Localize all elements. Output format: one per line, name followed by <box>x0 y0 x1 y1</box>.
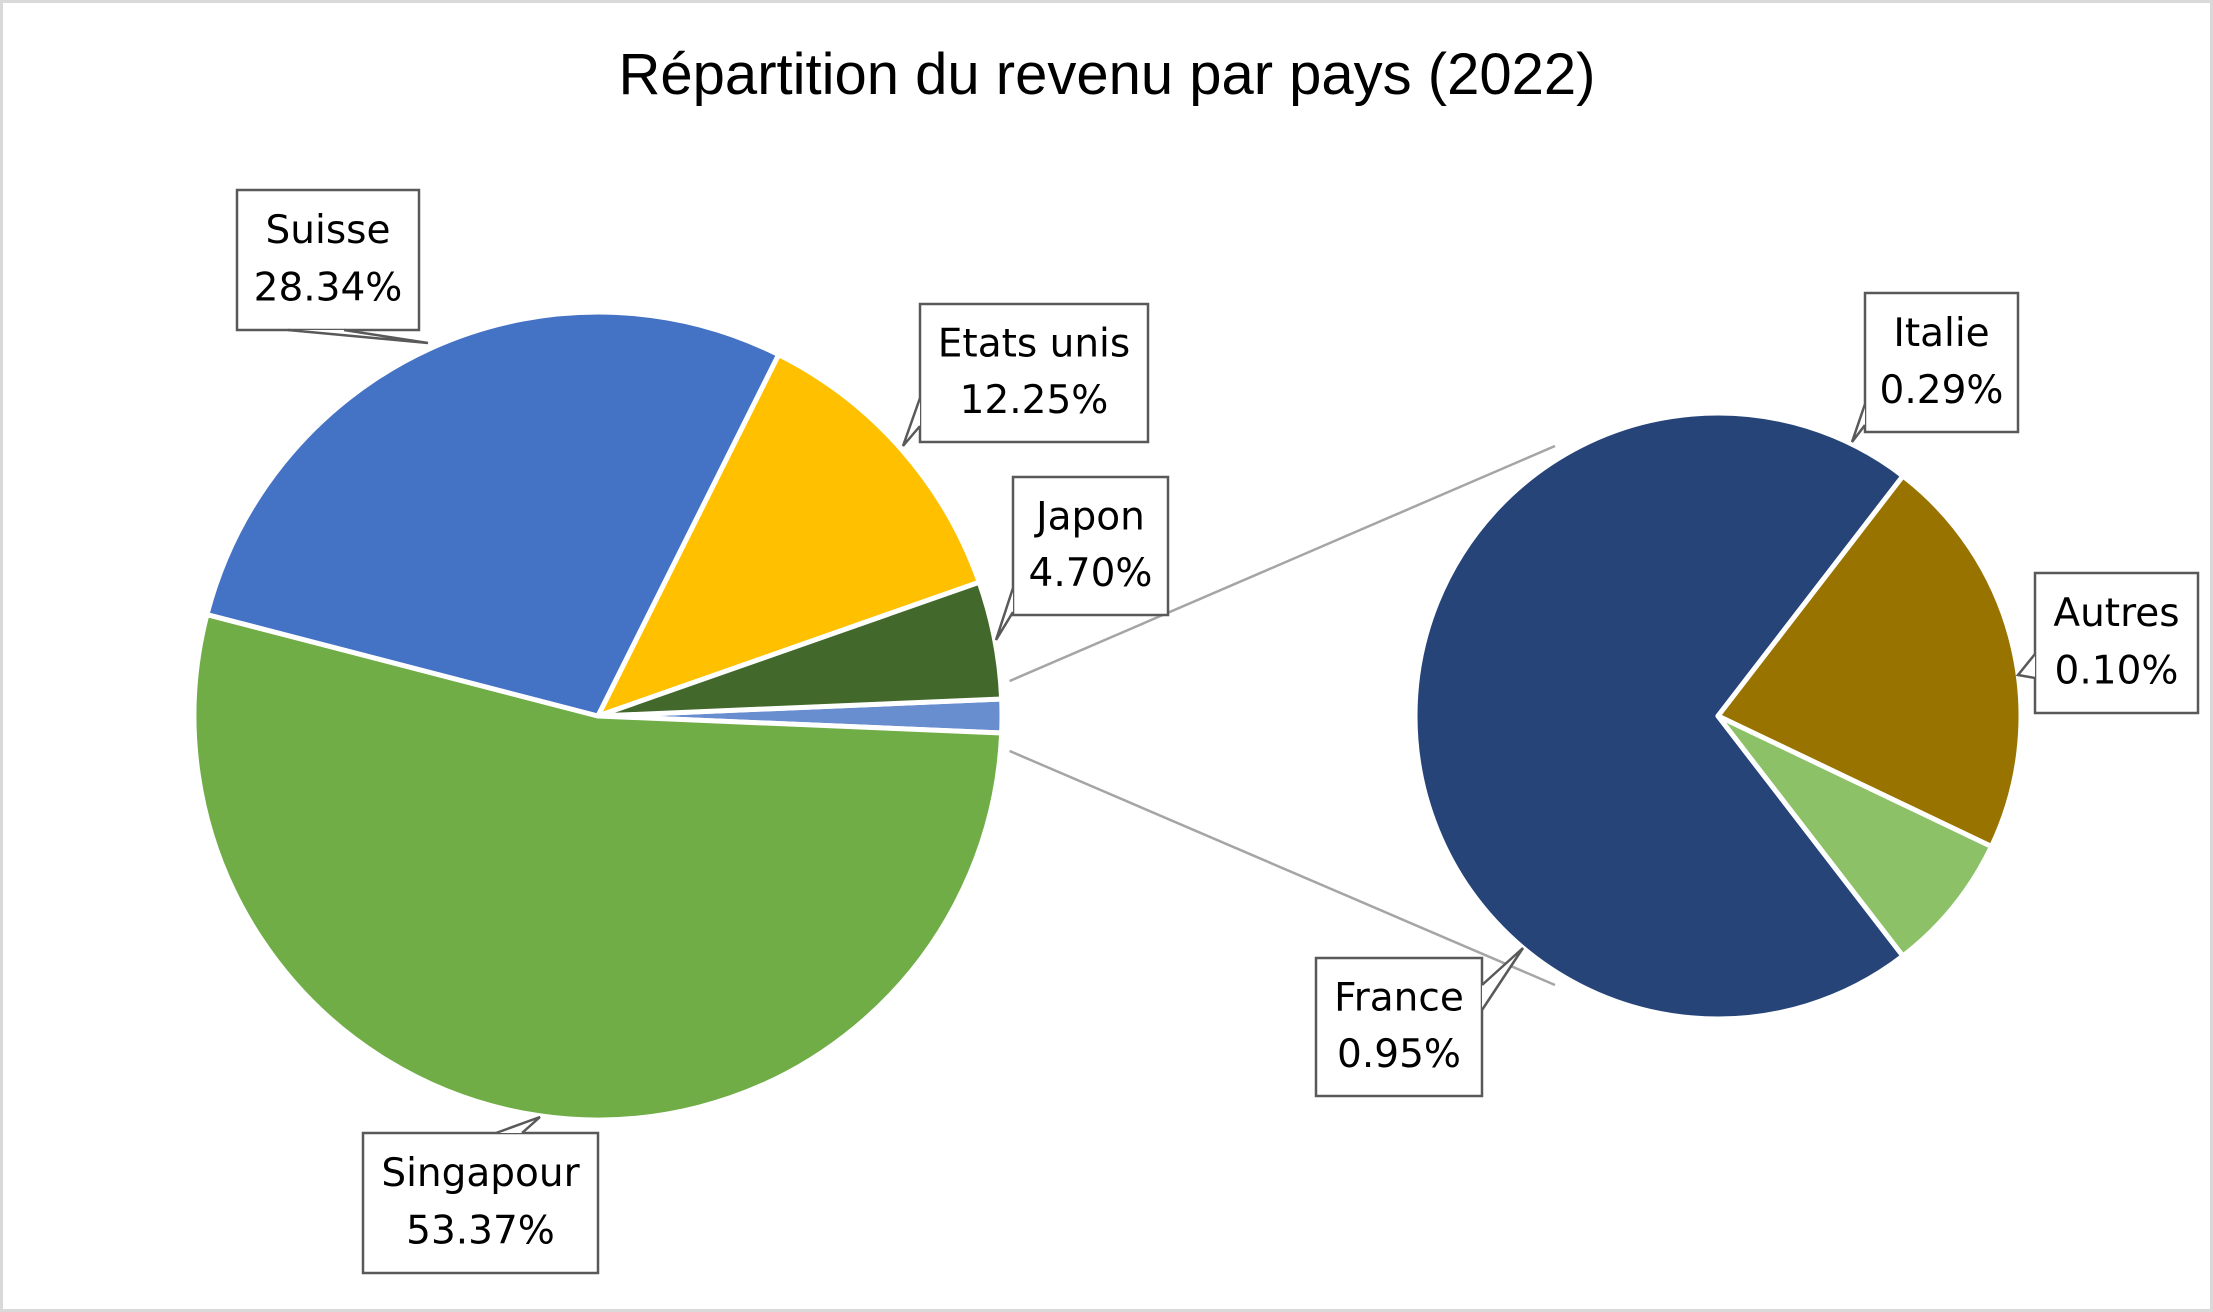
label-category: Etats unis <box>938 321 1130 366</box>
callout-box <box>1314 956 1484 1098</box>
label-category: Japon <box>1033 494 1145 539</box>
pie-slice-etats-unis <box>595 352 982 719</box>
callout-pointer <box>1480 947 1525 1011</box>
data-label-italie: Italie 0.29% <box>1850 291 2020 443</box>
pie-slice-suisse <box>204 309 782 719</box>
callout-pointer <box>495 1115 541 1135</box>
label-value: 0.10% <box>2055 649 2179 694</box>
label-value: 28.34% <box>254 266 403 311</box>
label-category: Autres <box>2053 591 2179 636</box>
connector-lines <box>1009 444 1556 987</box>
label-value: 0.95% <box>1337 1032 1461 1077</box>
pie-slice-japon <box>595 579 1005 719</box>
label-category: France <box>1334 975 1464 1020</box>
callout-pointer <box>2015 653 2036 680</box>
callout-box <box>1011 475 1170 617</box>
data-label-suisse: Suisse 28.34% <box>235 188 429 345</box>
label-value: 53.37% <box>406 1209 555 1254</box>
secondary-slice-italie <box>1715 473 2024 850</box>
callout-pointer <box>901 397 922 447</box>
connector-line-top <box>1009 444 1556 683</box>
callout-pointer <box>994 587 1015 641</box>
callout-pointer <box>287 328 429 345</box>
data-label-singapour: Singapour 53.37% <box>361 1115 600 1275</box>
data-label-france: France 0.95% <box>1314 947 1525 1098</box>
callout-pointer <box>1850 403 1867 443</box>
label-category: Italie <box>1893 311 1989 356</box>
callout-box <box>918 302 1150 444</box>
callout-box <box>361 1131 600 1275</box>
data-label-japon: Japon 4.70% <box>994 475 1170 641</box>
label-value: 4.70% <box>1029 551 1153 596</box>
pie-slice-singapour <box>191 612 1005 1123</box>
connector-line-bottom <box>1009 749 1556 987</box>
callout-box <box>1863 291 2020 434</box>
data-label-etats-unis: Etats unis 12.25% <box>901 302 1150 447</box>
main-pie <box>191 309 1005 1123</box>
label-value: 0.29% <box>1880 368 2004 413</box>
data-labels: Suisse 28.34% Etats unis 12.25% Japon 4.70% Si… <box>235 188 2200 1275</box>
label-category: Singapour <box>381 1151 580 1196</box>
secondary-slice-autres <box>1715 713 1994 959</box>
secondary-slice-france <box>1412 410 1906 1022</box>
label-value: 12.25% <box>960 378 1109 423</box>
callout-box <box>2033 571 2200 715</box>
label-category: Suisse <box>266 208 391 253</box>
data-label-autres: Autres 0.10% <box>2015 571 2200 715</box>
chart-title: Répartition du revenu par pays (2022) <box>619 42 1596 107</box>
secondary-pie <box>1412 410 2024 1022</box>
